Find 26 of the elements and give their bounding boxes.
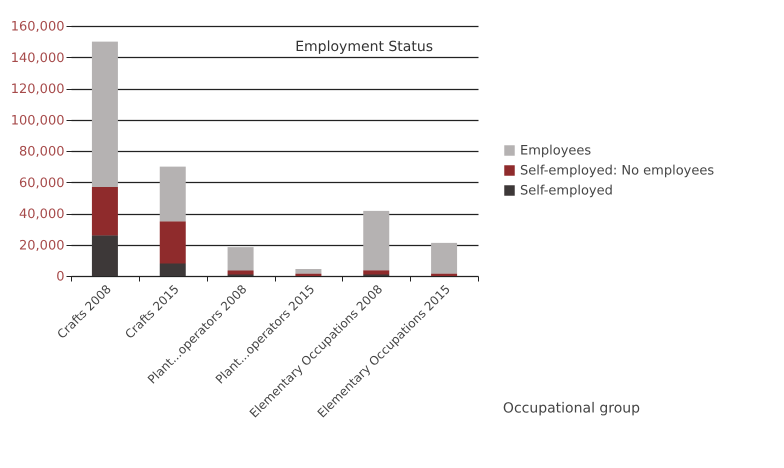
bar <box>431 242 458 274</box>
bar <box>92 42 118 187</box>
y-tick-label: 100,000 <box>10 113 64 128</box>
y-tick-label: 20,000 <box>19 238 64 254</box>
y-tick-label: 120,000 <box>10 82 64 97</box>
y-tick-label: 80,000 <box>19 144 64 160</box>
bar <box>92 186 118 236</box>
bar <box>160 221 186 264</box>
y-tick-label: 40,000 <box>19 207 64 222</box>
bar <box>228 247 254 271</box>
x-axis-title: Occupational group <box>502 400 640 416</box>
text: Employment Status <box>295 39 433 55</box>
y-tick-label: 160,000 <box>10 20 64 34</box>
bar <box>295 268 322 274</box>
bar <box>228 270 254 274</box>
y-tick-label: 140,000 <box>10 50 64 66</box>
legend-label: Self-employed <box>520 184 613 198</box>
bar <box>92 235 118 276</box>
bar <box>363 270 390 274</box>
legend-label: Self-employed: No employees <box>520 164 714 178</box>
y-tick-label: 60,000 <box>19 176 64 191</box>
legend-label: Employees <box>520 144 592 158</box>
y-tick-label: 0 <box>56 270 64 284</box>
bar <box>363 210 390 270</box>
bar <box>160 166 186 222</box>
bar <box>160 264 186 276</box>
